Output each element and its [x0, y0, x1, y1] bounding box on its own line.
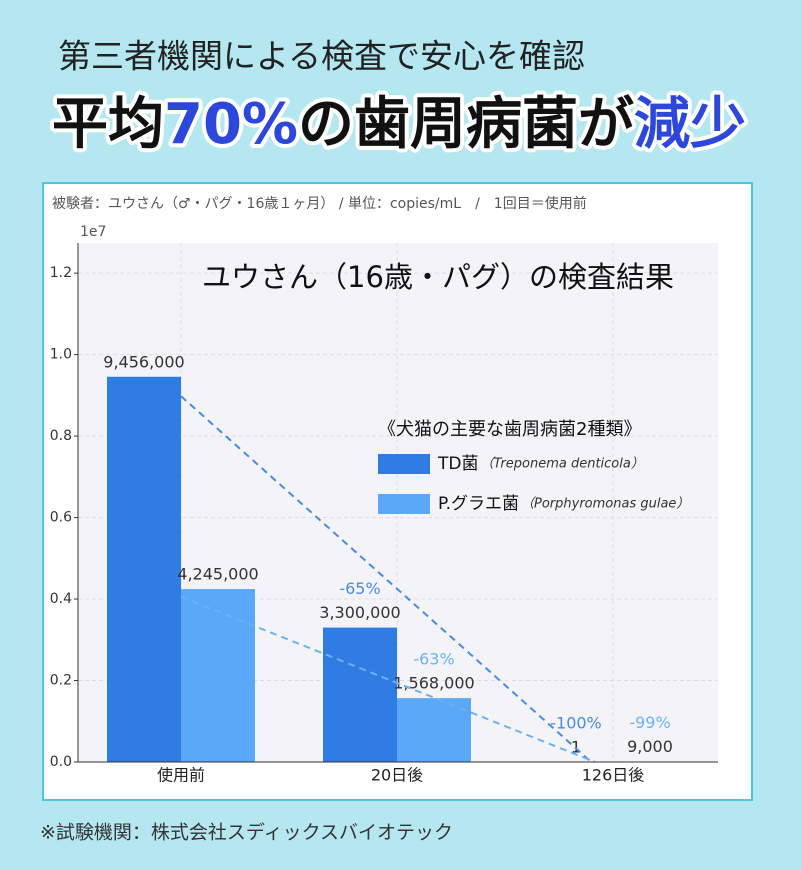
- y-offset: 1e7: [80, 224, 106, 240]
- headline-part: 70%: [164, 92, 298, 157]
- bar: [181, 589, 255, 762]
- bar: [107, 376, 181, 762]
- x-tick-label: 20日後: [371, 766, 423, 785]
- headline-1: 第三者機関による検査で安心を確認: [58, 37, 585, 76]
- headline-part: 平均: [52, 92, 164, 157]
- y-tick-label: 1.0: [50, 347, 72, 363]
- value-label: 4,245,000: [177, 565, 258, 584]
- footer: ※試験機関：株式会社スディックスバイオテック: [40, 822, 453, 844]
- subject-note: 被験者：ユウさん（♂・パグ・16歳１ヶ月） / 単位：copies/mL / 1…: [52, 195, 587, 212]
- headline-2: 平均70%の歯周病菌が減少: [52, 92, 746, 157]
- change-label: -99%: [629, 713, 670, 732]
- change-label: -63%: [413, 650, 454, 669]
- headline-part: の歯周病菌が: [298, 92, 634, 157]
- value-label: 3,300,000: [319, 603, 400, 622]
- value-label: 9,456,000: [103, 352, 184, 371]
- value-label: 1: [571, 737, 581, 756]
- bar: [323, 627, 397, 762]
- y-tick-label: 0.2: [50, 673, 72, 689]
- value-label: 9,000: [627, 737, 673, 756]
- y-tick-label: 0.8: [50, 428, 72, 444]
- y-tick-label: 0.4: [50, 591, 72, 607]
- y-tick-label: 0.6: [50, 510, 72, 526]
- x-tick-label: 126日後: [582, 766, 645, 785]
- legend-name: P.グラエ菌: [438, 494, 519, 514]
- legend-name: TD菌: [437, 454, 478, 474]
- bar: [397, 698, 471, 762]
- change-label: -100%: [550, 713, 602, 732]
- trend-line: [180, 395, 593, 762]
- headline-part: 減少: [634, 92, 746, 157]
- legend-latin: （Porphyromonas gulae）: [521, 496, 689, 512]
- change-label: -65%: [339, 579, 380, 598]
- legend-latin: （Treponema denticola）: [480, 456, 643, 472]
- value-label: 1,568,000: [393, 674, 474, 693]
- y-tick-label: 1.2: [50, 265, 72, 281]
- x-tick-label: 使用前: [157, 766, 205, 785]
- legend-title: 《犬猫の主要な歯周病菌2種類》: [378, 419, 641, 440]
- trend-line: [180, 595, 598, 762]
- legend-swatch: [378, 494, 430, 514]
- y-tick-label: 0.0: [50, 754, 72, 770]
- legend-swatch: [378, 454, 430, 474]
- chart-title: ユウさん（16歳・パグ）の検査結果: [202, 260, 674, 294]
